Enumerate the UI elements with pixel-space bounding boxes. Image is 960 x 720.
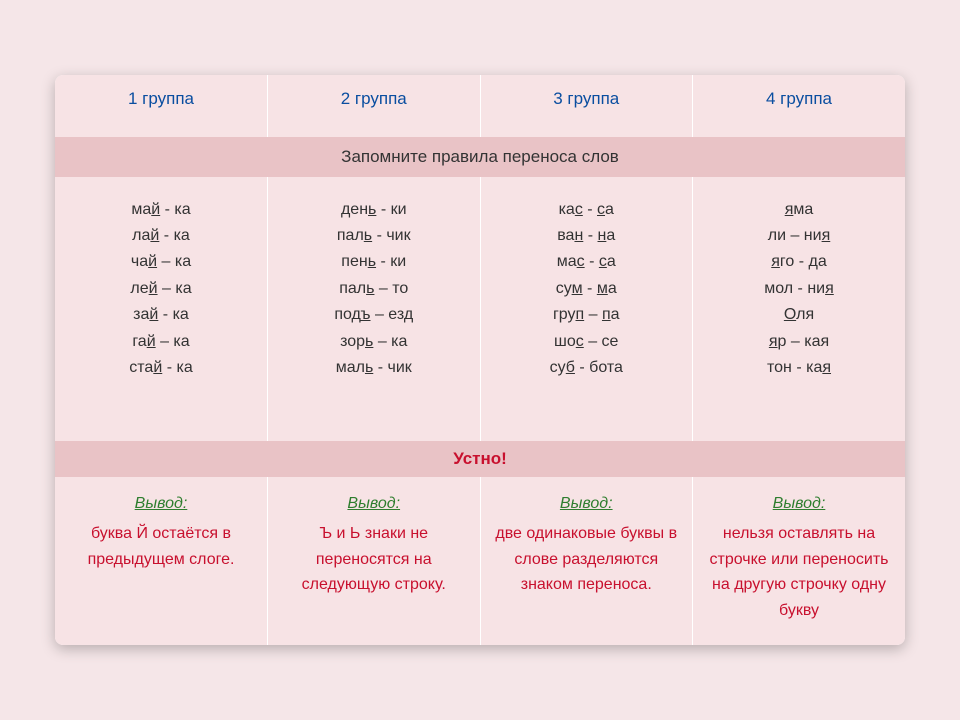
conclusion-text: буква Й остаётся в предыдущем слоге. <box>88 525 235 568</box>
conclusion-text: Ъ и Ь знаки не переносятся на следующую … <box>302 525 446 593</box>
vyvod-label: Вывод: <box>276 491 472 517</box>
conclusion-row: Вывод: буква Й остаётся в предыдущем сло… <box>55 477 905 645</box>
oral-row: Устно! <box>55 441 905 477</box>
conclusion-cell-3: Вывод: две одинаковые буквы в слове разд… <box>480 477 693 645</box>
header-row: 1 группа 2 группа 3 группа 4 группа <box>55 75 905 137</box>
words-cell-1: май - калай - качай – калей – казай - ка… <box>55 177 268 442</box>
rules-table: 1 группа 2 группа 3 группа 4 группа Запо… <box>55 75 905 646</box>
words-cell-2: день - кипаль - чикпень - кипаль – топод… <box>268 177 481 442</box>
rules-card: 1 группа 2 группа 3 группа 4 группа Запо… <box>55 75 905 646</box>
vyvod-label: Вывод: <box>701 491 897 517</box>
header-cell-2: 2 группа <box>268 75 481 137</box>
banner-row: Запомните правила переноса слов <box>55 137 905 177</box>
conclusion-cell-4: Вывод: нельзя оставлять на строчке или п… <box>693 477 906 645</box>
header-cell-1: 1 группа <box>55 75 268 137</box>
words-cell-4: ямали – нияяго - дамол - нияОляяр – каят… <box>693 177 906 442</box>
vyvod-label: Вывод: <box>489 491 685 517</box>
oral-cell: Устно! <box>55 441 905 477</box>
header-cell-3: 3 группа <box>480 75 693 137</box>
words-cell-3: кас - саван - намас - сасум - магруп – п… <box>480 177 693 442</box>
banner-cell: Запомните правила переноса слов <box>55 137 905 177</box>
conclusion-cell-2: Вывод: Ъ и Ь знаки не переносятся на сле… <box>268 477 481 645</box>
conclusion-text: нельзя оставлять на строчке или переноси… <box>710 525 889 619</box>
words-row: май - калай - качай – калей – казай - ка… <box>55 177 905 442</box>
vyvod-label: Вывод: <box>63 491 259 517</box>
header-cell-4: 4 группа <box>693 75 906 137</box>
conclusion-cell-1: Вывод: буква Й остаётся в предыдущем сло… <box>55 477 268 645</box>
conclusion-text: две одинаковые буквы в слове разделяются… <box>495 525 677 593</box>
